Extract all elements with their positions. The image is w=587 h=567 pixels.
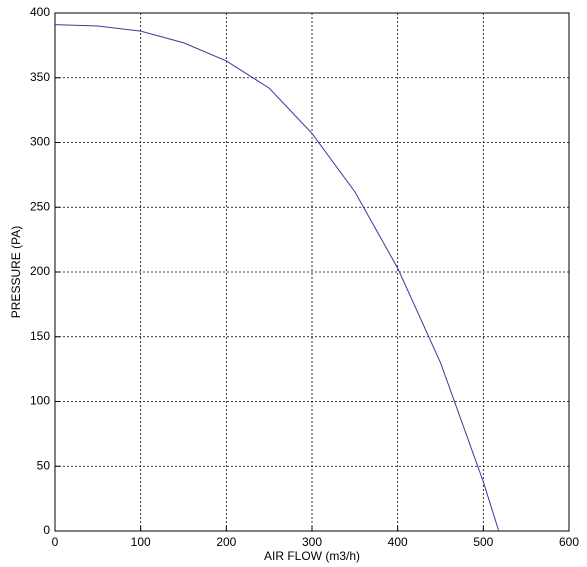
x-tick-label: 100 [131, 535, 151, 549]
y-tick-label: 150 [30, 329, 50, 343]
y-tick-label: 50 [37, 458, 51, 472]
y-tick-label: 350 [30, 70, 50, 84]
y-tick-label: 200 [30, 264, 50, 278]
y-tick-label: 300 [30, 135, 50, 149]
x-tick-label: 400 [388, 535, 408, 549]
curve [54, 24, 500, 532]
x-tick-label: 200 [216, 535, 236, 549]
x-axis-label: AIR FLOW (m3/h) [264, 549, 360, 563]
x-tick-label: 500 [473, 535, 493, 549]
y-tick-label: 100 [30, 394, 50, 408]
y-axis-label: PRESSURE (PA) [9, 226, 23, 318]
x-tick-label: 0 [52, 535, 59, 549]
x-tick-label: 300 [302, 535, 322, 549]
y-tick-label: 250 [30, 199, 50, 213]
y-tick-label: 400 [30, 5, 50, 19]
x-tick-label: 600 [559, 535, 579, 549]
y-tick-label: 0 [43, 523, 50, 537]
